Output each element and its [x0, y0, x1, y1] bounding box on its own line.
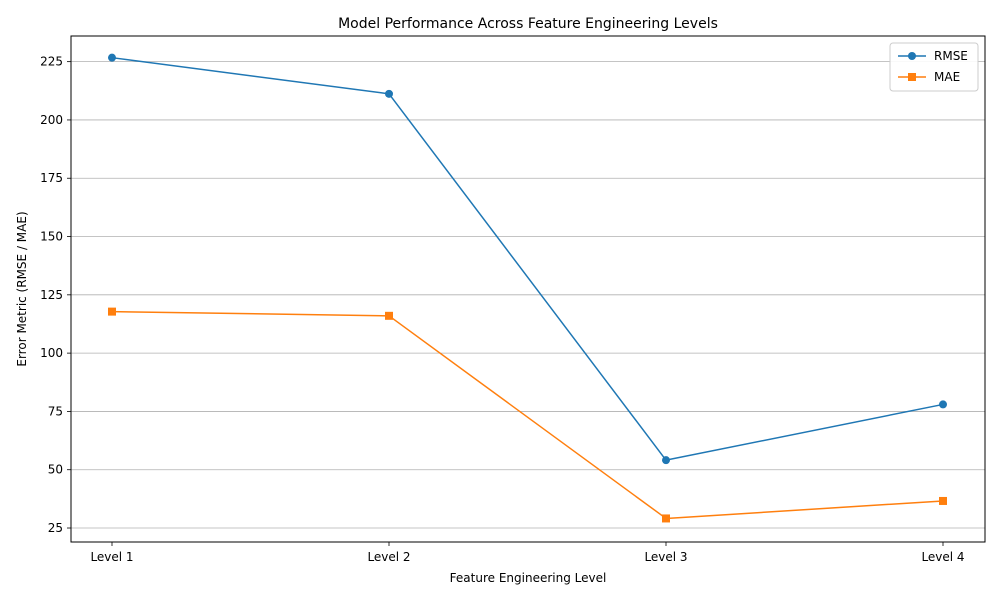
x-tick-label: Level 2	[367, 550, 410, 564]
y-tick-label: 75	[48, 404, 63, 418]
data-point-mae	[939, 496, 947, 505]
series-line-mae	[111, 310, 944, 520]
data-point-mae	[385, 311, 393, 320]
data-point-mae	[662, 514, 670, 523]
y-tick-label: 225	[40, 55, 63, 69]
plot-frame	[70, 35, 986, 543]
x-axis-label: Feature Engineering Level	[450, 571, 607, 585]
x-axis: Level 1 Level 2 Level 3 Level 4	[90, 542, 965, 564]
gridlines	[71, 61, 985, 529]
y-tick-label: 25	[48, 521, 63, 535]
series-mae	[108, 307, 947, 523]
legend-label-mae: MAE	[934, 70, 960, 84]
legend: RMSE MAE	[889, 42, 979, 92]
y-tick-label: 150	[40, 230, 63, 244]
x-tick-label: Level 4	[921, 550, 964, 564]
x-tick-label: Level 1	[90, 550, 133, 564]
legend-label-rmse: RMSE	[934, 49, 968, 63]
y-axis: 25 50 75 100 125 150 175 200 225	[40, 55, 71, 535]
y-tick-label: 175	[40, 171, 63, 185]
y-tick-label: 100	[40, 346, 63, 360]
legend-item-mae: MAE	[898, 70, 960, 84]
chart-title: Model Performance Across Feature Enginee…	[338, 16, 718, 32]
y-tick-label: 50	[48, 463, 63, 477]
y-tick-label: 125	[40, 288, 63, 302]
data-point-rmse	[939, 400, 947, 409]
series-line-rmse	[111, 56, 944, 461]
legend-marker-rmse	[908, 52, 916, 60]
data-point-mae	[108, 307, 116, 316]
y-tick-label: 200	[40, 113, 63, 127]
series-rmse	[108, 53, 947, 465]
series-layer	[108, 53, 947, 523]
legend-marker-mae	[908, 73, 916, 81]
x-tick-label: Level 3	[644, 550, 687, 564]
data-point-rmse	[385, 89, 393, 98]
data-point-rmse	[108, 53, 116, 62]
legend-item-rmse: RMSE	[898, 49, 968, 63]
y-axis-label: Error Metric (RMSE / MAE)	[15, 211, 29, 366]
data-point-rmse	[662, 456, 670, 465]
